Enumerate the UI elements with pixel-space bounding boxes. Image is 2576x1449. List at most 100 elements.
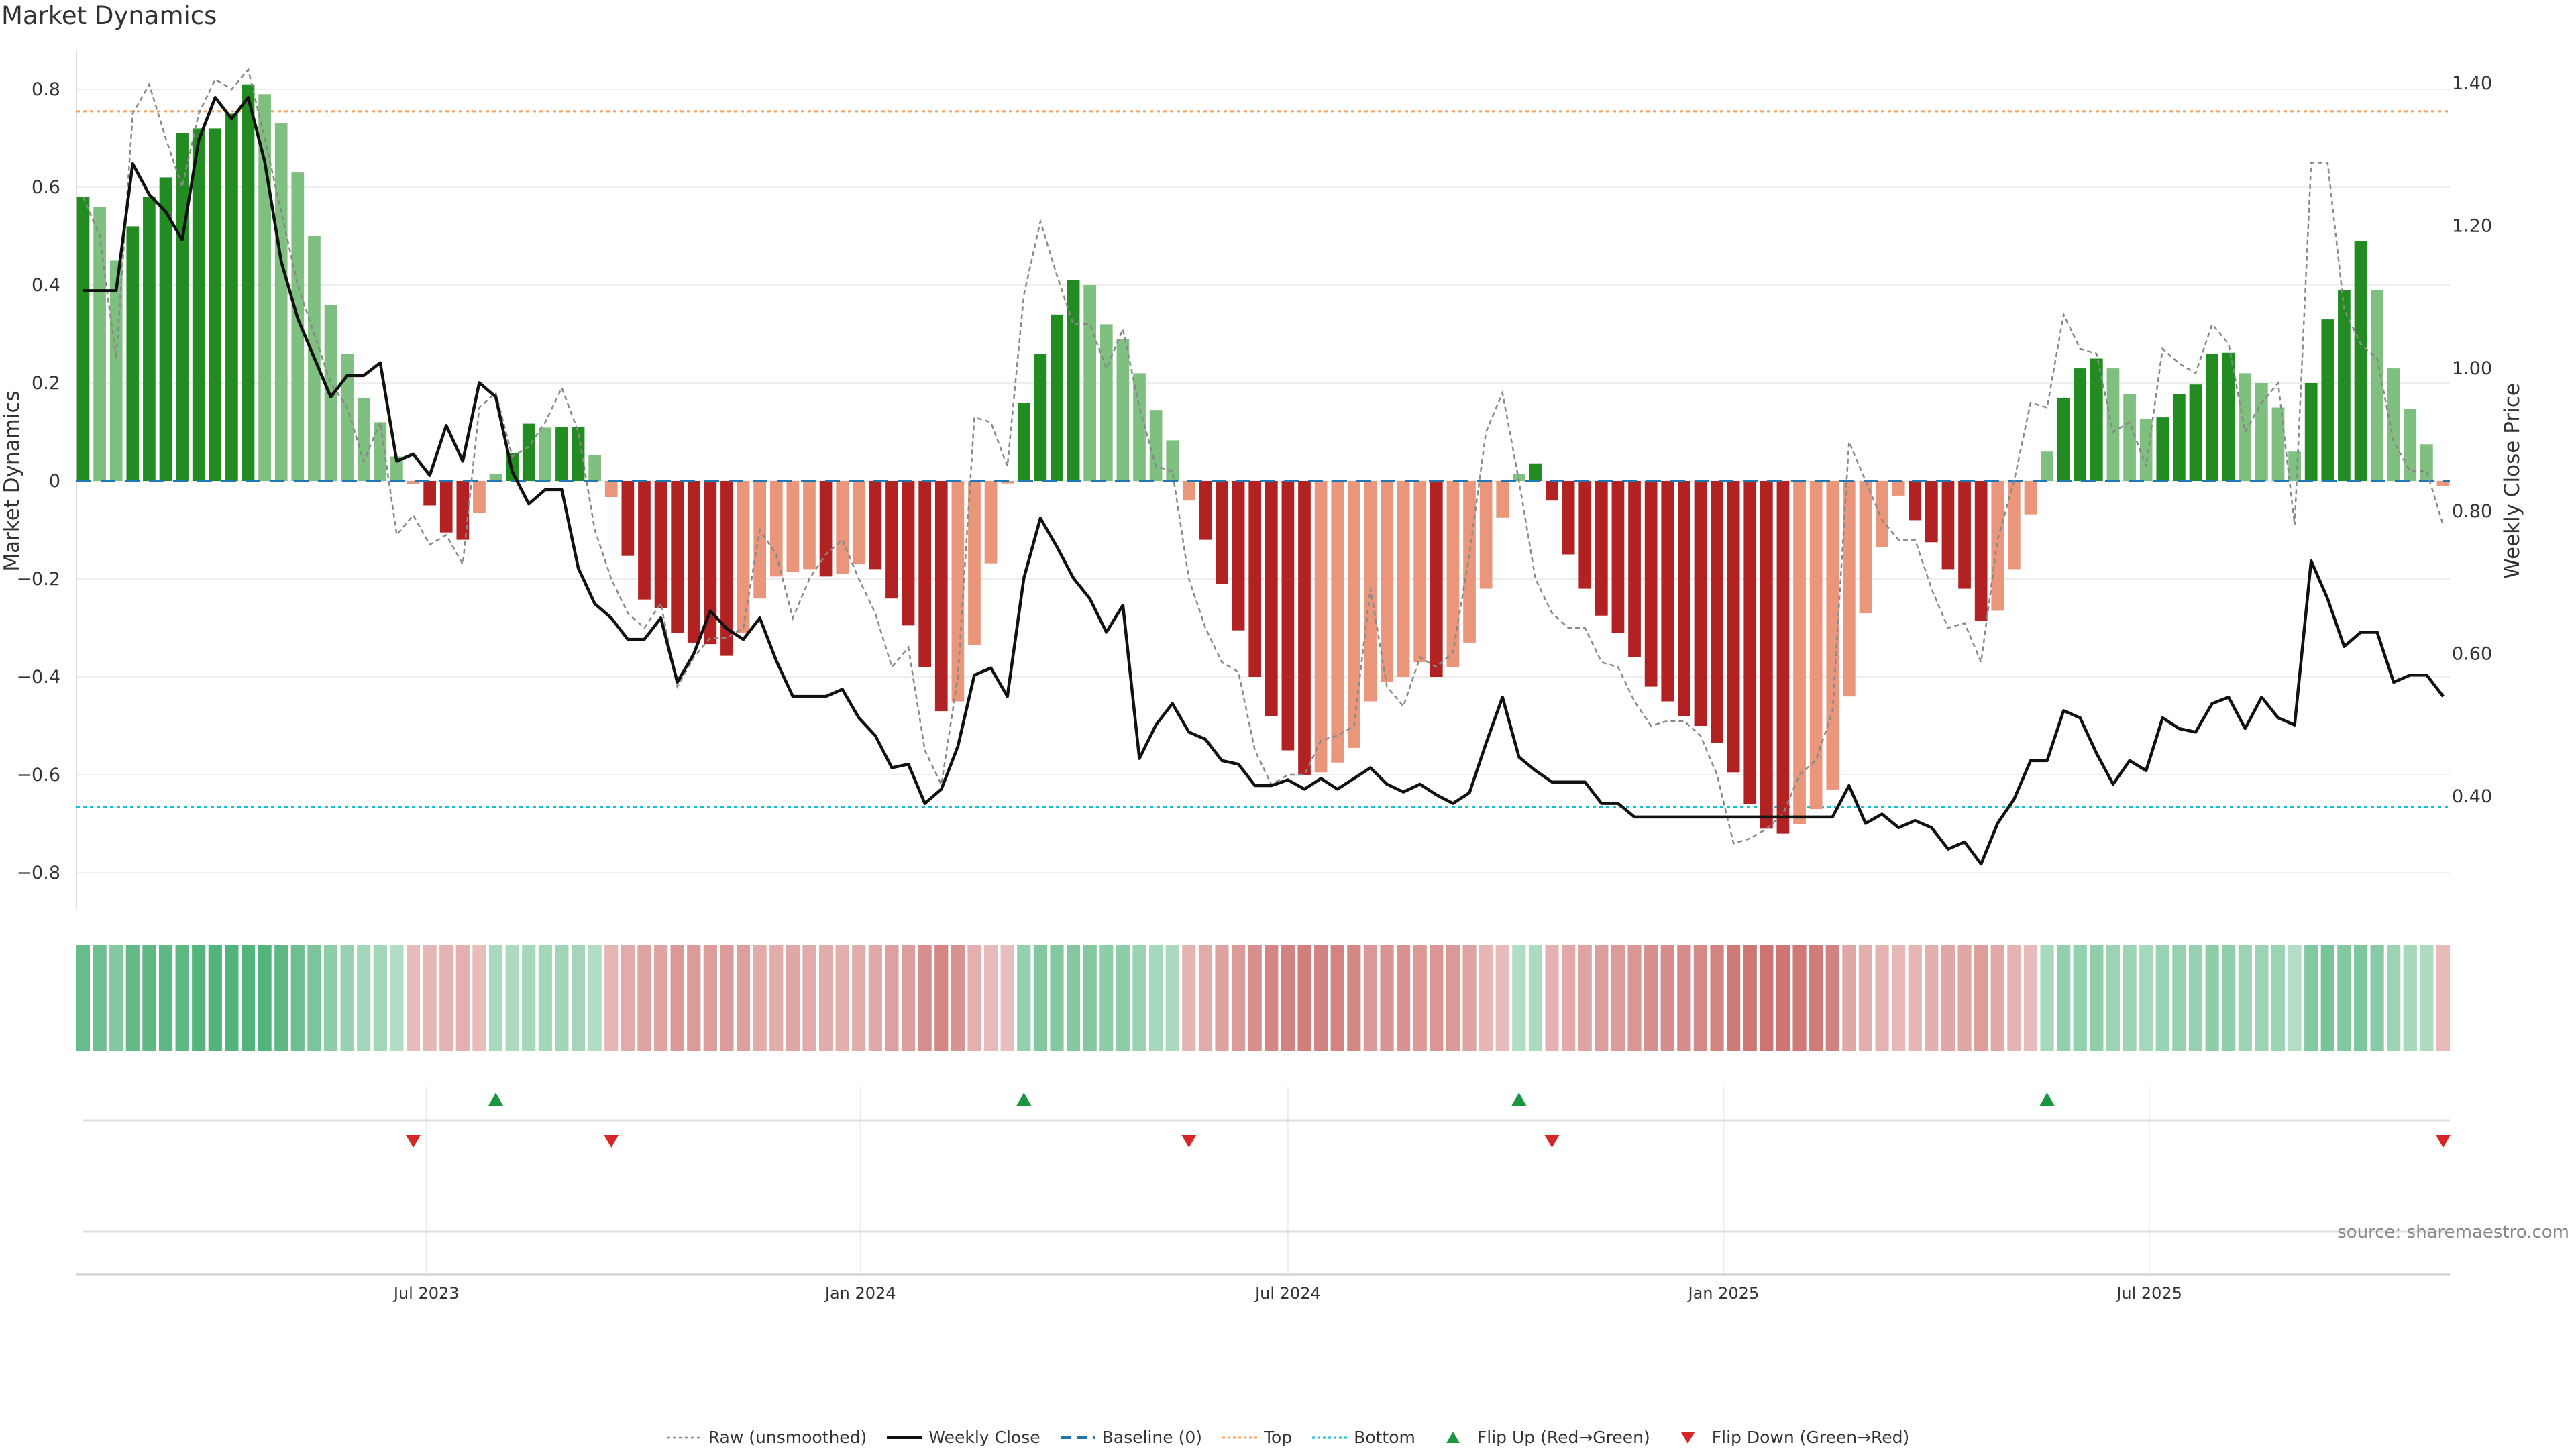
dynamics-bar: [1595, 481, 1608, 616]
flip-up-marker: [2039, 1093, 2055, 1106]
strip-cell: [1198, 945, 1212, 1051]
strip-cell: [1446, 945, 1460, 1051]
strip-cell: [2403, 945, 2417, 1051]
strip-cell: [439, 945, 453, 1051]
dynamics-bar: [1265, 481, 1278, 716]
dynamics-bar: [1479, 481, 1493, 589]
strip-cell: [2172, 945, 2186, 1051]
dynamics-bar: [1909, 481, 1922, 521]
strip-cell: [76, 945, 91, 1051]
strip-cell: [2023, 945, 2038, 1051]
dynamics-bar: [1876, 481, 1888, 547]
y-tick-label: −0.6: [16, 765, 60, 786]
strip-cell: [2238, 945, 2252, 1051]
strip-cell: [1116, 945, 1130, 1051]
legend-item-close: Weekly Close: [887, 1428, 1040, 1447]
legend-label: Bottom: [1354, 1428, 1415, 1447]
strip-cell: [1430, 945, 1444, 1051]
dynamics-bar: [2321, 319, 2334, 481]
strip-cell: [241, 945, 256, 1051]
dynamics-bar: [2206, 354, 2218, 481]
dynamics-bar: [918, 481, 932, 667]
strip-cell: [1611, 945, 1625, 1051]
dynamics-bar: [1562, 481, 1575, 555]
dynamics-bar: [2404, 409, 2417, 481]
dynamics-bar: [803, 481, 816, 570]
strip-cell: [1792, 945, 1807, 1051]
dynamics-bar: [109, 260, 123, 481]
y2-tick-label: 0.60: [2452, 643, 2492, 664]
legend-label: Flip Up (Red→Green): [1477, 1428, 1650, 1447]
dynamics-bar: [1199, 481, 1212, 540]
strip-cell: [1149, 945, 1163, 1051]
dynamics-bar: [1925, 481, 1938, 543]
strip-cell: [142, 945, 156, 1051]
strip-cell: [2288, 945, 2302, 1051]
strip-cell: [571, 945, 586, 1051]
dynamics-bar: [934, 481, 948, 712]
strip-cell: [472, 945, 486, 1051]
strip-cell: [1858, 945, 1873, 1051]
x-tick-label: Jul 2023: [392, 1284, 460, 1303]
legend-item-bottom: Bottom: [1312, 1428, 1415, 1447]
dynamics-bar: [671, 481, 684, 633]
dynamics-bar: [2008, 481, 2021, 570]
flip-down-marker: [604, 1135, 619, 1148]
strip-cell: [868, 945, 882, 1051]
strip-cell: [1627, 945, 1642, 1051]
dynamics-bar: [1628, 481, 1641, 657]
strip-cell: [1066, 945, 1081, 1051]
dynamics-bar: [604, 481, 618, 498]
strip-cell: [1578, 945, 1592, 1051]
strip-cell: [1265, 945, 1279, 1051]
dynamics-bar: [2354, 241, 2367, 481]
dynamics-bar: [2173, 394, 2186, 481]
legend: Raw (unsmoothed) Weekly Close Baseline (0)…: [0, 1428, 2576, 1447]
strip-cell: [1314, 945, 1328, 1051]
strip-cell: [1776, 945, 1790, 1051]
dynamics-bar: [225, 113, 238, 481]
strip-cell: [555, 945, 569, 1051]
dynamics-bar: [1216, 481, 1228, 584]
dynamics-bar: [588, 455, 601, 481]
flip-up-marker: [1511, 1093, 1527, 1106]
top-legend-icon: [1222, 1436, 1257, 1438]
strip-cell: [918, 945, 932, 1051]
strip-cell: [423, 945, 437, 1051]
strip-cell: [290, 945, 305, 1051]
strip-cell: [2222, 945, 2236, 1051]
legend-label: Top: [1263, 1428, 1293, 1447]
strip-cell: [1215, 945, 1229, 1051]
strip-cell: [835, 945, 849, 1051]
legend-label: Raw (unsmoothed): [708, 1428, 867, 1447]
dynamics-bar: [1347, 481, 1360, 748]
strip-cell: [2155, 945, 2169, 1051]
strip-cell: [1330, 945, 1344, 1051]
y-tick-label: 0.6: [32, 177, 60, 198]
dynamics-bar: [2222, 352, 2235, 481]
strip-cell: [1908, 945, 1922, 1051]
strip-cell: [390, 945, 404, 1051]
dynamics-bar: [1051, 314, 1063, 481]
dynamics-bar: [852, 481, 865, 565]
close-legend-icon: [887, 1436, 922, 1439]
strip-cell: [1495, 945, 1509, 1051]
strip-cell: [1892, 945, 1906, 1051]
flip-up-legend-icon: [1446, 1431, 1460, 1443]
dynamics-bar: [1578, 481, 1592, 589]
dynamics-bar: [1248, 481, 1262, 677]
dynamics-bar: [1116, 339, 1130, 481]
strip-cell: [1644, 945, 1658, 1051]
legend-label: Flip Down (Green→Red): [1711, 1428, 1910, 1447]
dynamics-bar: [2106, 368, 2120, 481]
dynamics-bar: [1546, 481, 1558, 501]
dynamics-bar: [2304, 383, 2318, 481]
strip-cell: [1545, 945, 1559, 1051]
strip-cell: [1760, 945, 1774, 1051]
dynamics-bar: [555, 427, 568, 481]
strip-cell: [1281, 945, 1295, 1051]
strip-cell: [2271, 945, 2286, 1051]
strip-cell: [1727, 945, 1741, 1051]
strip-cell: [670, 945, 684, 1051]
